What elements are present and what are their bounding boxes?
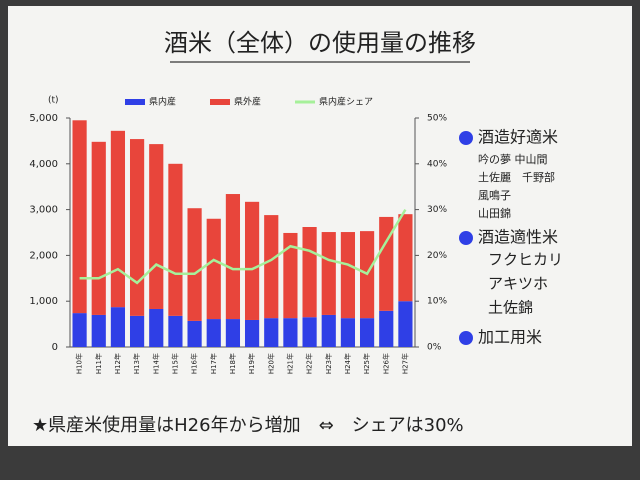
x-tick-label: H11年 — [94, 353, 103, 374]
bar — [129, 139, 145, 316]
y-tick-label: 1,000 — [29, 296, 58, 307]
bar — [206, 218, 221, 320]
side-heading: 酒造適性米 — [478, 228, 558, 247]
bar — [359, 318, 375, 347]
x-tick-label: H27年 — [400, 353, 409, 374]
x-tick-label: H10年 — [75, 353, 84, 374]
y2-tick-label: 30% — [427, 205, 447, 215]
y-unit: (t) — [48, 96, 59, 106]
x-tick-label: H21年 — [285, 353, 294, 374]
x-tick-label: H13年 — [132, 353, 141, 374]
y-tick-label: 5,000 — [29, 113, 58, 124]
x-tick-label: H12年 — [113, 353, 122, 374]
bar — [72, 313, 87, 347]
bar — [110, 130, 126, 308]
bar — [321, 232, 336, 315]
bar — [72, 120, 87, 314]
bar — [283, 318, 298, 347]
bar — [225, 194, 241, 320]
x-tick-label: H24年 — [343, 353, 352, 374]
bar — [244, 201, 260, 320]
side-item: 土佐麗 千野部 — [478, 170, 555, 184]
bar — [398, 301, 413, 347]
bar — [302, 227, 317, 318]
bar — [168, 163, 183, 316]
side-item: アキツホ — [488, 275, 548, 293]
bullet — [459, 231, 473, 245]
bar — [379, 310, 394, 347]
y2-tick-label: 50% — [427, 114, 447, 124]
x-tick-label: H22年 — [305, 353, 314, 374]
y2-tick-label: 20% — [427, 251, 447, 261]
x-tick-label: H17年 — [209, 353, 218, 374]
y-tick-label: 3,000 — [29, 205, 58, 216]
y-tick-label: 4,000 — [29, 159, 58, 170]
x-tick-label: H25年 — [362, 353, 371, 374]
bar — [187, 208, 202, 321]
legend-label: 県内産シェア — [319, 96, 373, 108]
side-item: 山田錦 — [478, 206, 511, 220]
x-tick-label: H19年 — [247, 353, 256, 374]
side-item: 風鳴子 — [478, 188, 511, 202]
legend-label: 県内産 — [149, 96, 176, 108]
chart-title: 酒米（全体）の使用量の推移 — [164, 29, 476, 57]
x-tick-label: H14年 — [151, 353, 160, 374]
y2-tick-label: 10% — [427, 297, 447, 307]
bar — [340, 232, 356, 319]
bar — [91, 141, 106, 315]
bullet — [459, 131, 473, 145]
y-tick-label: 2,000 — [29, 250, 58, 261]
bar — [379, 216, 394, 311]
x-tick-label: H20年 — [266, 353, 275, 374]
bar — [110, 307, 126, 347]
y-tick-label: 0 — [52, 342, 58, 353]
footnote: ★県産米使用量はH26年から増加 ⇔ シェアは30% — [32, 415, 464, 436]
bar — [283, 232, 298, 319]
x-tick-label: H18年 — [228, 353, 237, 374]
legend-swatch — [125, 99, 145, 105]
bar — [302, 317, 317, 347]
legend-swatch — [210, 99, 230, 105]
bar — [129, 315, 145, 347]
y2-tick-label: 0% — [427, 343, 442, 353]
legend-label: 県外産 — [234, 96, 261, 108]
share-line — [79, 208, 407, 285]
bar — [149, 144, 164, 309]
bar — [398, 214, 413, 302]
bar — [149, 308, 164, 347]
x-tick-label: H15年 — [170, 353, 179, 374]
bar — [187, 320, 202, 347]
y2-tick-label: 40% — [427, 159, 447, 169]
bullet — [459, 331, 473, 345]
bar — [206, 319, 221, 347]
side-heading: 加工用米 — [478, 328, 542, 347]
x-tick-label: H23年 — [324, 353, 333, 374]
bar — [264, 318, 279, 347]
side-heading: 酒造好適米 — [478, 128, 558, 147]
bar — [91, 314, 106, 347]
side-item: 土佐錦 — [488, 299, 533, 317]
bar — [244, 319, 260, 347]
side-item: フクヒカリ — [488, 251, 563, 269]
x-tick-label: H16年 — [190, 353, 199, 374]
side-item: 吟の夢 中山間 — [478, 152, 548, 166]
bar — [264, 215, 279, 319]
bar — [168, 315, 183, 347]
bar — [340, 318, 356, 347]
bar — [321, 314, 336, 347]
bar — [225, 319, 241, 347]
x-tick-label: H26年 — [381, 353, 390, 374]
